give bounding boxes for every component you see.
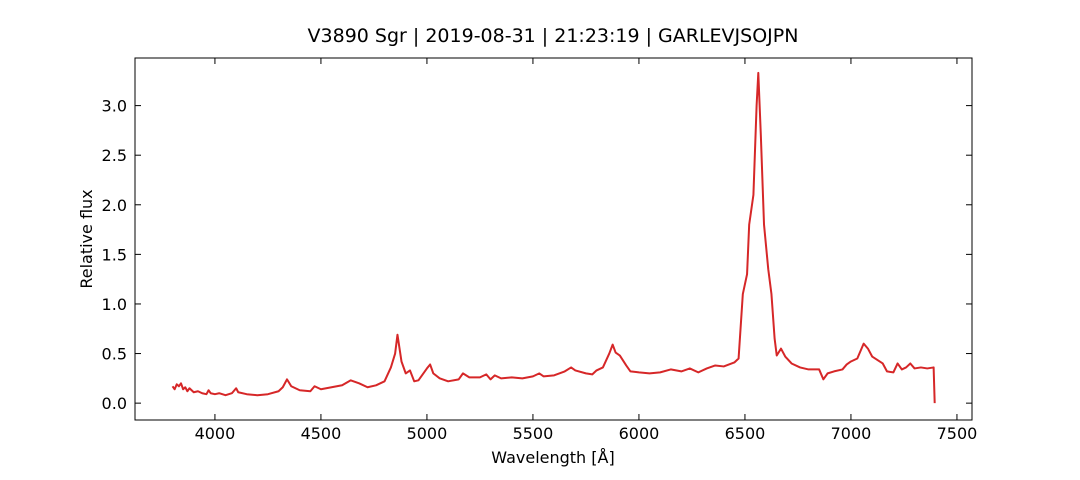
y-axis-label: Relative flux [77,189,96,288]
spectrum-line [171,71,936,404]
chart-title: V3890 Sgr | 2019-08-31 | 21:23:19 | GARL… [308,25,799,47]
y-tick-label: 1.0 [102,295,127,314]
x-tick-label: 4000 [195,424,236,443]
y-tick-label: 2.0 [102,196,127,215]
x-tick-label: 4500 [301,424,342,443]
x-tick-label: 7500 [937,424,978,443]
y-tick-label: 1.5 [102,245,127,264]
x-tick-label: 7000 [831,424,872,443]
plot-frame [134,57,973,421]
x-tick-label: 6500 [725,424,766,443]
x-axis-label: Wavelength [Å] [491,448,614,467]
y-tick-label: 3.0 [102,97,127,116]
y-tick-label: 0.5 [102,345,127,364]
x-tick-label: 6000 [619,424,660,443]
x-tick-label: 5000 [407,424,448,443]
y-tick-label: 0.0 [102,394,127,413]
y-tick-label: 2.5 [102,146,127,165]
x-tick-label: 5500 [513,424,554,443]
